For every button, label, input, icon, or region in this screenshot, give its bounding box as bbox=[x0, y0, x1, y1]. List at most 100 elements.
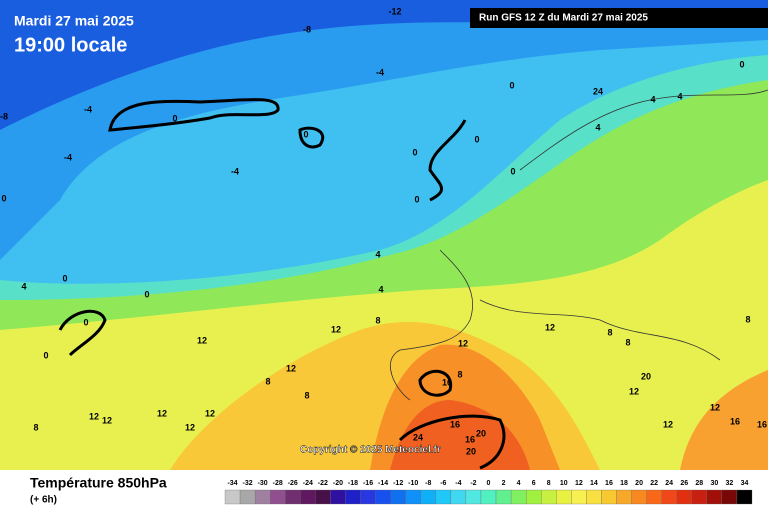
footer-subtitle: (+ 6h) bbox=[30, 495, 57, 506]
copyright: Copyright © 2025 Meteociel.fr bbox=[300, 445, 441, 456]
contour-label: 12 bbox=[157, 408, 167, 418]
contour-label: 8 bbox=[745, 314, 750, 324]
legend-label: 34 bbox=[741, 480, 749, 487]
legend-label: 16 bbox=[605, 480, 613, 487]
contour-label: 16 bbox=[730, 416, 740, 426]
contour-label: 0 bbox=[412, 147, 417, 157]
contour-label: 16 bbox=[465, 434, 475, 444]
legend-swatch bbox=[631, 489, 647, 505]
legend-label: -4 bbox=[455, 480, 461, 487]
contour-label: 0 bbox=[83, 317, 88, 327]
contour-label: 0 bbox=[62, 273, 67, 283]
contour-label: 12 bbox=[629, 386, 639, 396]
legend-label: -18 bbox=[348, 480, 358, 487]
legend-swatch bbox=[691, 489, 707, 505]
contour-label: 0 bbox=[43, 350, 48, 360]
contour-label: 8 bbox=[33, 422, 38, 432]
contour-label: 8 bbox=[304, 390, 309, 400]
legend-label: 10 bbox=[560, 480, 568, 487]
run-banner bbox=[470, 8, 768, 28]
legend-swatch bbox=[375, 489, 391, 505]
contour-label: 0 bbox=[172, 113, 177, 123]
contour-label: 0 bbox=[474, 134, 479, 144]
legend-swatch bbox=[450, 489, 467, 505]
legend-swatch bbox=[405, 489, 421, 505]
contour-label: 8 bbox=[457, 369, 462, 379]
legend-swatch bbox=[571, 489, 587, 505]
legend-label: -34 bbox=[227, 480, 237, 487]
contour-label: 16 bbox=[450, 419, 460, 429]
legend-swatch bbox=[239, 489, 256, 505]
legend-label: -8 bbox=[425, 480, 431, 487]
legend-label: -16 bbox=[363, 480, 373, 487]
contour-label: 8 bbox=[375, 315, 380, 325]
legend-label: -30 bbox=[258, 480, 268, 487]
contour-label: 12 bbox=[458, 338, 468, 348]
legend-swatch bbox=[465, 489, 482, 505]
contour-label: 4 bbox=[650, 94, 655, 104]
footer-title: Température 850hPa bbox=[30, 475, 167, 491]
contour-label: 4 bbox=[595, 122, 600, 132]
contour-label: 20 bbox=[476, 428, 486, 438]
legend-swatch bbox=[224, 489, 241, 505]
contour-label: 16 bbox=[757, 419, 767, 429]
legend-swatch bbox=[556, 489, 572, 505]
run-info: Run GFS 12 Z du Mardi 27 mai 2025 bbox=[479, 13, 648, 24]
legend-label: 14 bbox=[590, 480, 598, 487]
contour-label: 16 bbox=[442, 377, 452, 387]
legend-label: 32 bbox=[726, 480, 734, 487]
contour-label: -4 bbox=[231, 166, 239, 176]
contour-label: 12 bbox=[205, 408, 215, 418]
contour-label: 12 bbox=[331, 324, 341, 334]
contour-label: 8 bbox=[607, 327, 612, 337]
legend-swatch bbox=[586, 489, 602, 505]
legend-label: -28 bbox=[273, 480, 283, 487]
contour-label: 4 bbox=[375, 249, 380, 259]
legend-label: -12 bbox=[393, 480, 403, 487]
legend-label: 22 bbox=[650, 480, 658, 487]
contour-label: 20 bbox=[641, 371, 651, 381]
contour-label: 12 bbox=[197, 335, 207, 345]
contour-label: 0 bbox=[303, 129, 308, 139]
legend-swatch bbox=[420, 489, 436, 505]
contour-label: -4 bbox=[64, 152, 72, 162]
legend-label: 24 bbox=[665, 480, 673, 487]
contour-label: 8 bbox=[265, 376, 270, 386]
legend-swatch bbox=[525, 489, 542, 505]
legend-swatch bbox=[390, 489, 406, 505]
contour-label: 12 bbox=[89, 411, 99, 421]
legend-label: -22 bbox=[318, 480, 328, 487]
contour-label: 8 bbox=[625, 337, 630, 347]
contour-label: 12 bbox=[710, 402, 720, 412]
legend-label: 2 bbox=[502, 480, 506, 487]
legend-swatch bbox=[315, 489, 331, 505]
contour-label: 12 bbox=[663, 419, 673, 429]
legend-swatch bbox=[601, 489, 617, 505]
legend-swatch bbox=[345, 489, 361, 505]
legend-swatch bbox=[646, 489, 662, 505]
legend-label: -26 bbox=[288, 480, 298, 487]
legend-label: 30 bbox=[710, 480, 718, 487]
contour-label: -4 bbox=[84, 104, 92, 114]
contour-label: 12 bbox=[185, 422, 195, 432]
legend-label: -2 bbox=[470, 480, 476, 487]
contour-label: -12 bbox=[388, 6, 401, 16]
contour-label: 12 bbox=[286, 363, 296, 373]
contour-label: 12 bbox=[102, 415, 112, 425]
legend-label: -20 bbox=[333, 480, 343, 487]
legend-swatch bbox=[676, 489, 692, 505]
legend-swatch bbox=[541, 489, 557, 505]
legend-swatch bbox=[480, 489, 497, 505]
contour-label: 0 bbox=[144, 289, 149, 299]
contour-label: 0 bbox=[1, 193, 6, 203]
legend-swatch bbox=[495, 489, 512, 505]
legend-label: 0 bbox=[487, 480, 491, 487]
legend-swatch bbox=[706, 489, 723, 505]
contour-label: 4 bbox=[677, 91, 682, 101]
legend-swatch bbox=[510, 489, 527, 505]
time-label: 19:00 locale bbox=[14, 34, 127, 56]
contour-label: 0 bbox=[510, 166, 515, 176]
contour-label: -4 bbox=[376, 67, 384, 77]
